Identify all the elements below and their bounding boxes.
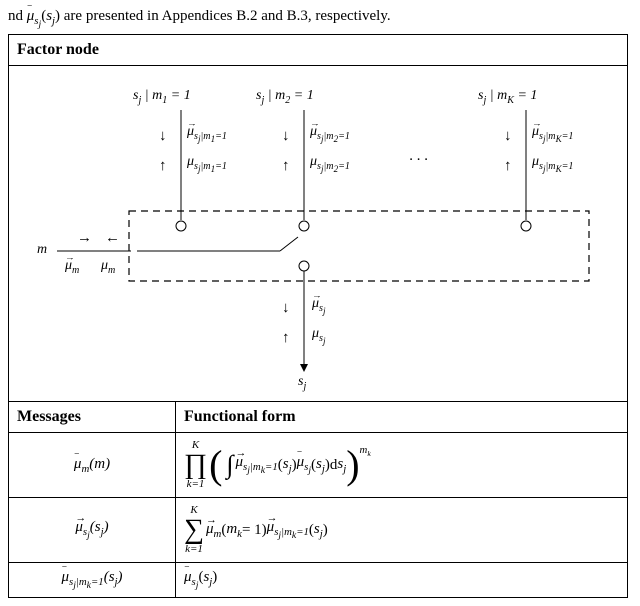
table-row: μsj(sj) K∑k=1 μm(mk = 1) μsj|mk=1(sj) xyxy=(9,498,628,563)
svg-text:↓: ↓ xyxy=(504,128,512,144)
msg-cell-1: μm(m) xyxy=(9,433,176,498)
svg-text:←: ← xyxy=(105,230,120,246)
func-cell-3: μsj(sj) xyxy=(176,563,628,598)
table-row: μm(m) K∏k=1 ( ∫ μsj|mk=1(sj) μsj(sj)dsj … xyxy=(9,433,628,498)
factor-node-diagram-cell: sj | m1 = 1sj | m2 = 1sj | mK = 1· · ·↓↑… xyxy=(9,66,628,402)
col-header-functional: Functional form xyxy=(176,402,628,433)
table-row: μsj|mk=1(sj) μsj(sj) xyxy=(9,563,628,598)
col-header-messages: Messages xyxy=(9,402,176,433)
svg-text:↑: ↑ xyxy=(504,158,512,174)
svg-text:→: → xyxy=(77,230,92,246)
svg-text:↑: ↑ xyxy=(282,330,290,346)
svg-text:↑: ↑ xyxy=(159,158,167,174)
msg-cell-3: μsj|mk=1(sj) xyxy=(9,563,176,598)
svg-text:↑: ↑ xyxy=(282,158,290,174)
func-cell-2: K∑k=1 μm(mk = 1) μsj|mk=1(sj) xyxy=(176,498,628,563)
svg-text:↓: ↓ xyxy=(282,300,290,316)
svg-text:↓: ↓ xyxy=(159,128,167,144)
svg-text:↓: ↓ xyxy=(282,128,290,144)
appendix-caption: nd μsj(sj) are presented in Appendices B… xyxy=(8,8,632,30)
factor-node-diagram: sj | m1 = 1sj | m2 = 1sj | mK = 1· · ·↓↑… xyxy=(9,66,627,396)
section-title: Factor node xyxy=(9,35,628,66)
msg-cell-2: μsj(sj) xyxy=(9,498,176,563)
factor-node-table: Factor node sj | m1 = 1sj | m2 = 1sj | m… xyxy=(8,34,628,598)
func-cell-1: K∏k=1 ( ∫ μsj|mk=1(sj) μsj(sj)dsj )mk xyxy=(176,433,628,498)
